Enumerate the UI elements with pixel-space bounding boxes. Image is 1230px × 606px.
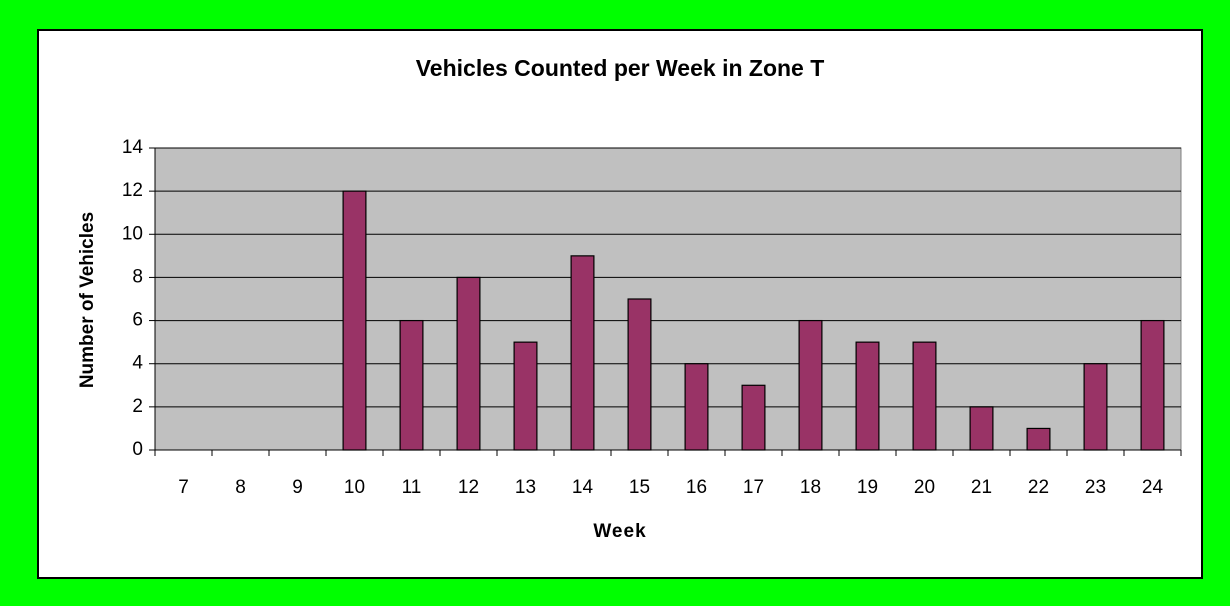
x-tick-label: 21 — [971, 477, 992, 498]
y-tick-label: 4 — [132, 353, 143, 374]
x-axis-label: Week — [593, 521, 646, 542]
x-tick-label: 15 — [629, 477, 650, 498]
bar — [627, 298, 652, 451]
x-tick-label: 12 — [458, 477, 479, 498]
x-tick-label: 8 — [235, 477, 246, 498]
y-tick-label: 0 — [132, 439, 143, 460]
bar — [342, 190, 367, 451]
x-tick-label: 24 — [1142, 477, 1164, 498]
bar — [912, 341, 937, 451]
bar — [741, 384, 766, 451]
y-tick-label: 12 — [122, 180, 143, 201]
y-tick-label: 6 — [132, 310, 143, 331]
bar — [1026, 427, 1051, 451]
x-tick-label: 22 — [1028, 477, 1049, 498]
x-tick-label: 7 — [178, 477, 189, 498]
bar — [969, 406, 994, 451]
x-tick-label: 10 — [344, 477, 365, 498]
y-tick-label: 2 — [132, 396, 143, 417]
x-tick-label: 11 — [402, 477, 422, 498]
bar — [798, 319, 823, 451]
x-tick-label: 18 — [800, 477, 821, 498]
y-tick-label: 14 — [122, 137, 144, 158]
y-tick-label: 8 — [132, 266, 143, 287]
x-tick-label: 14 — [572, 477, 594, 498]
bar — [456, 276, 481, 451]
bar — [684, 363, 709, 451]
bar — [855, 341, 880, 451]
bar — [513, 341, 538, 451]
x-tick-label: 17 — [743, 477, 764, 498]
chart-title: Vehicles Counted per Week in Zone T — [416, 55, 825, 81]
bar — [1140, 319, 1165, 451]
x-tick-label: 23 — [1085, 477, 1106, 498]
y-tick-label: 10 — [122, 223, 143, 244]
x-tick-label: 16 — [686, 477, 707, 498]
x-tick-label: 9 — [292, 477, 303, 498]
bar — [399, 319, 424, 451]
x-tick-label: 19 — [857, 477, 878, 498]
plot-area — [154, 147, 1182, 451]
bar — [1083, 363, 1108, 451]
x-tick-label: 20 — [914, 477, 935, 498]
y-axis-label: Number of Vehicles — [77, 212, 98, 388]
x-tick-label: 13 — [515, 477, 536, 498]
bar — [570, 255, 595, 451]
